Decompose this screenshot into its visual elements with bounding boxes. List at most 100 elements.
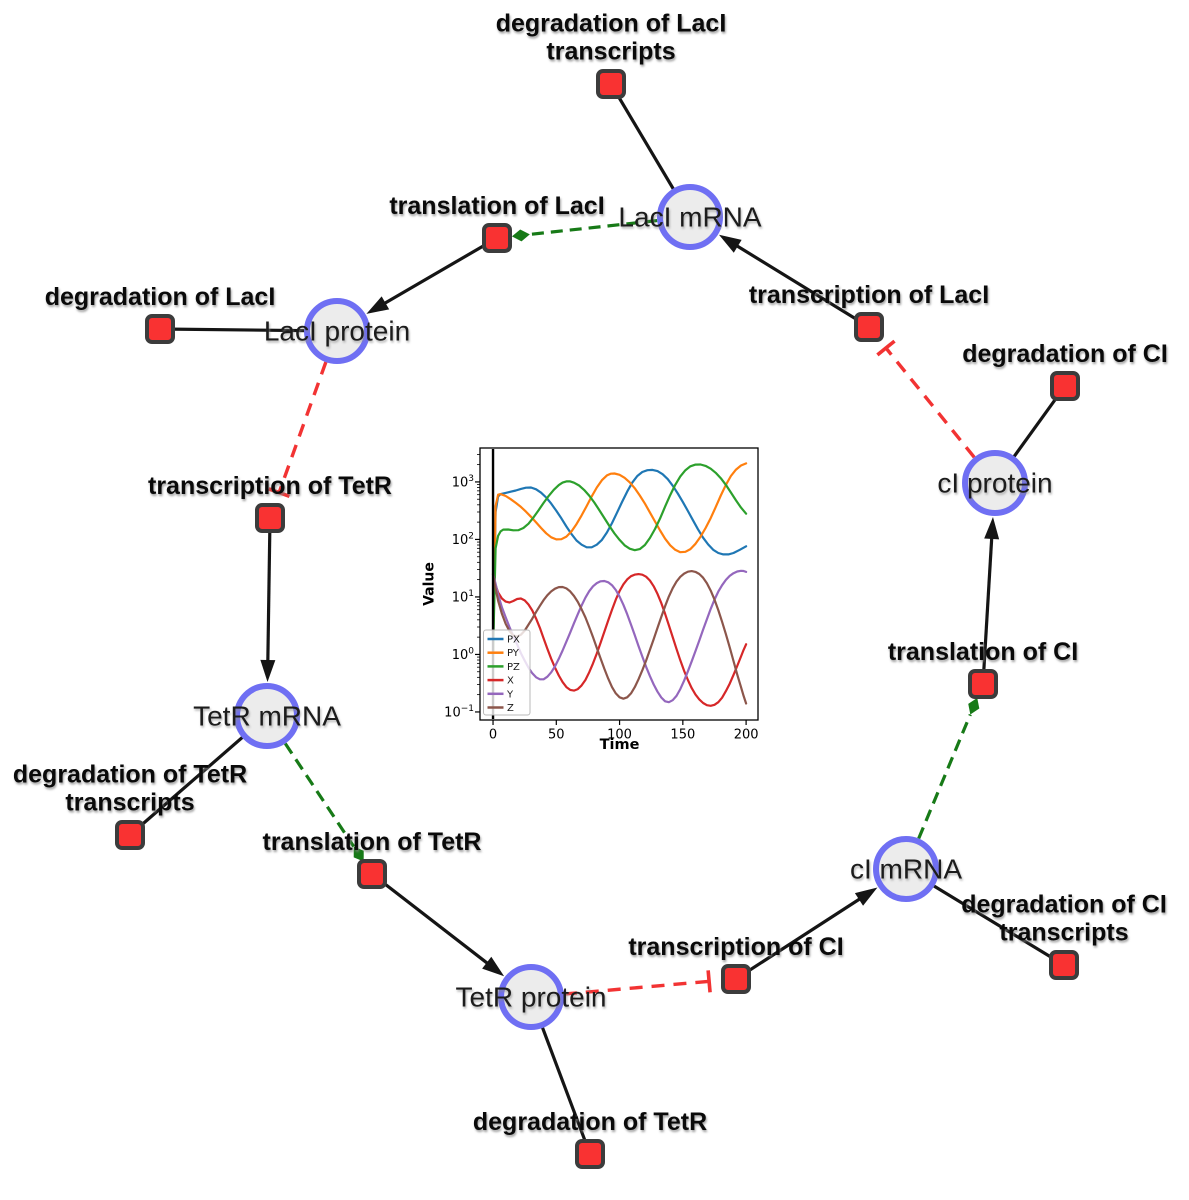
series-line-z — [491, 569, 748, 705]
reaction-label-degradation-of-ci-transcripts: degradation of CI transcripts — [961, 891, 1167, 948]
edge-tetr-mrna-to-translation-of-tetr-modifier — [283, 742, 356, 848]
y-tick-label: 10−1 — [444, 704, 474, 721]
reaction-label-line: transcripts — [546, 37, 676, 66]
edge-translation-of-ci-to-ci-protein-shaft — [981, 534, 994, 685]
species-label-tetr-protein: TetR protein — [455, 981, 607, 1013]
reaction-label-translation-of-laci: translation of LacI — [389, 192, 604, 220]
edge-translation-of-tetr-to-tetr-protein-arrowhead-icon — [482, 956, 505, 977]
edge-ci-protein-to-transcription-of-laci-tbar-icon — [876, 339, 896, 357]
edge-tetr-protein-to-transcription-of-ci-tbar-icon — [706, 970, 712, 993]
reaction-label-line: translation of TetR — [262, 827, 482, 856]
reaction-label-degradation-of-laci: degradation of LacI — [45, 283, 276, 311]
reaction-label-translation-of-ci: translation of CI — [888, 638, 1078, 666]
x-tick-label: 0 — [489, 728, 497, 743]
species-label-ci-mrna: cI mRNA — [850, 853, 962, 885]
reaction-label-degradation-of-tetr-transcripts: degradation of TetR transcripts — [13, 761, 247, 818]
species-node-laci-protein — [304, 298, 370, 364]
x-tick-label: 50 — [548, 728, 565, 743]
reaction-label-degradation-of-tetr: degradation of TetR — [473, 1108, 707, 1136]
chart-legend: PX PY PZ XYZ — [483, 629, 531, 716]
reaction-label-line: transcription of CI — [628, 932, 844, 961]
inset-chart: 10−1 100 101 102 103 0 50 100 150 200 PX PY PZ XYZ Tim… — [422, 447, 759, 753]
reaction-label-line: degradation of TetR — [12, 760, 248, 789]
edge-ci-mrna-to-translation-of-ci-modifier — [917, 713, 972, 840]
chart-frame — [479, 447, 759, 721]
reaction-node-degradation-of-tetr — [575, 1139, 605, 1169]
series-line-px — [491, 468, 748, 656]
reaction-node-transcription-of-laci — [854, 312, 884, 342]
x-tick-label: 200 — [734, 728, 759, 743]
edge-transcription-of-laci-to-laci-mrna-arrowhead-icon — [718, 234, 742, 253]
y-tick-label: 100 — [452, 646, 475, 663]
edge-translation-of-tetr-to-tetr-protein-shaft — [371, 872, 491, 967]
reaction-label-degradation-of-laci-transcripts: degradation of LacI transcripts — [496, 10, 727, 67]
reaction-label-line: transcripts — [999, 918, 1129, 947]
edge-laci-protein-to-transcription-of-tetr-tbar-icon — [268, 487, 291, 498]
legend-label-pz: PZ — [507, 662, 520, 673]
y-tick-label: 102 — [452, 531, 474, 548]
edge-translation-of-laci-to-laci-protein-arrowhead-icon — [366, 296, 390, 314]
x-tick-label: 100 — [607, 728, 632, 743]
chart-xlabel: Time — [600, 737, 640, 753]
edge-tetr-protein-to-transcription-of-ci-inhibitor — [563, 979, 710, 996]
reaction-node-degradation-of-tetr-transcripts — [115, 820, 145, 850]
edge-transcription-of-laci-to-laci-mrna-shaft — [733, 242, 870, 329]
species-node-tetr-protein — [498, 964, 564, 1030]
reaction-label-line: transcripts — [65, 788, 195, 817]
chart-ylabel: Value — [422, 562, 438, 606]
reaction-node-transcription-of-ci — [721, 964, 751, 994]
series-line-x — [491, 572, 748, 707]
species-label-laci-mrna: LacI mRNA — [618, 201, 762, 233]
species-node-ci-protein — [962, 450, 1028, 516]
edge-ci-mrna-to-translation-of-ci-diamond-icon — [968, 697, 980, 715]
series-line-y — [491, 569, 748, 704]
legend-label-px: PX — [507, 635, 520, 646]
edge-tetr-mrna-to-translation-of-tetr-diamond-icon — [353, 846, 364, 862]
edge-ci-protein-to-transcription-of-laci-inhibitor — [884, 346, 976, 459]
reaction-label-degradation-of-ci: degradation of CI — [962, 340, 1168, 368]
edge-translation-of-laci-to-laci-protein-shaft — [381, 236, 498, 307]
reaction-node-degradation-of-ci — [1050, 371, 1080, 401]
edge-transcription-of-tetr-to-tetr-mrna-shaft — [266, 517, 272, 665]
edge-laci-protein-to-transcription-of-tetr-inhibitor — [277, 361, 328, 494]
reaction-label-line: translation of LacI — [389, 191, 605, 220]
reaction-label-line: degradation of LacI — [44, 282, 276, 311]
y-tick-label: 101 — [452, 589, 474, 606]
legend-label-x: X — [507, 676, 514, 687]
species-node-ci-mrna — [873, 836, 939, 902]
legend-label-z: Z — [507, 703, 514, 714]
edge-transcription-of-ci-to-ci-mrna-shaft — [735, 895, 864, 981]
species-node-laci-mrna — [657, 184, 723, 250]
legend-label-py: PY — [507, 648, 520, 659]
species-label-tetr-mrna: TetR mRNA — [193, 700, 341, 732]
nodes-layer — [115, 69, 1080, 1169]
reaction-label-transcription-of-tetr: transcription of TetR — [148, 472, 392, 500]
reaction-node-degradation-of-ci-transcripts — [1049, 950, 1079, 980]
species-node-tetr-mrna — [234, 683, 300, 749]
series-line-py — [491, 462, 748, 656]
edges-layer — [128, 83, 1067, 1155]
species-label-laci-protein: LacI protein — [263, 315, 411, 347]
species-label-ci-protein: cI protein — [937, 467, 1053, 499]
reaction-label-transcription-of-laci: transcription of LacI — [749, 281, 989, 309]
reaction-label-line: transcription of LacI — [748, 280, 990, 309]
reaction-node-transcription-of-tetr — [255, 503, 285, 533]
edge-transcription-of-tetr-to-tetr-mrna-arrowhead-icon — [260, 659, 276, 683]
reaction-label-line: degradation of CI — [961, 890, 1167, 919]
edge-transcription-of-ci-to-ci-mrna-arrowhead-icon — [854, 887, 878, 906]
reaction-node-degradation-of-laci — [145, 314, 175, 344]
reaction-label-line: degradation of TetR — [472, 1107, 708, 1136]
reaction-label-line: degradation of CI — [962, 339, 1168, 368]
reaction-label-translation-of-tetr: translation of TetR — [263, 828, 482, 856]
reaction-node-translation-of-laci — [482, 223, 512, 253]
reaction-node-translation-of-ci — [968, 669, 998, 699]
reaction-label-line: translation of CI — [887, 637, 1079, 666]
legend-label-y: Y — [506, 689, 514, 700]
reaction-label-line: transcription of TetR — [148, 471, 392, 500]
edge-laci-mrna-to-translation-of-laci-diamond-icon — [511, 229, 530, 242]
x-tick-label: 150 — [670, 728, 695, 743]
reaction-node-degradation-of-laci-transcripts — [596, 69, 626, 99]
edge-laci-mrna-to-translation-of-laci-modifier — [529, 218, 658, 237]
